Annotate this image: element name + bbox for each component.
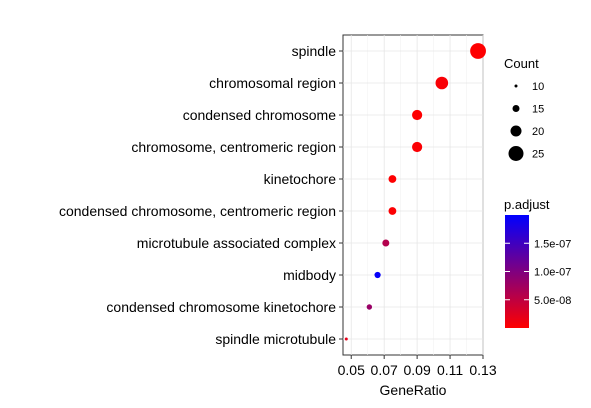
data-points	[344, 43, 486, 341]
y-tick-label: chromosome, centromeric region	[131, 139, 336, 155]
data-point	[382, 239, 390, 247]
x-tick-label: 0.09	[403, 362, 430, 378]
size-legend: Count 10 15 20 25	[504, 56, 544, 161]
y-tick-label: microtubule associated complex	[137, 235, 336, 251]
x-tick-label: 0.05	[338, 362, 365, 378]
x-tick-label: 0.11	[437, 362, 463, 378]
size-legend-key	[510, 125, 522, 137]
data-point	[374, 271, 381, 279]
size-legend-label: 15	[532, 104, 544, 116]
y-tick-label: condensed chromosome	[183, 107, 337, 123]
data-point	[412, 109, 423, 121]
color-legend-label: 1.0e-07	[534, 267, 571, 279]
data-point	[344, 337, 348, 341]
y-axis: spindle chromosomal region condensed chrom…	[59, 43, 343, 347]
y-tick-label: midbody	[283, 267, 336, 283]
size-legend-label: 20	[532, 126, 544, 138]
data-point	[366, 304, 373, 310]
y-tick-label: kinetochore	[264, 171, 337, 187]
color-legend-label: 1.5e-07	[534, 238, 571, 250]
y-tick-label: spindle	[292, 43, 337, 59]
data-point	[470, 43, 486, 59]
data-point	[388, 175, 397, 183]
data-point	[412, 141, 423, 153]
data-point	[388, 207, 397, 215]
size-legend-label: 10	[532, 81, 544, 93]
size-legend-key	[512, 105, 520, 112]
size-legend-key	[508, 146, 524, 161]
color-legend-label: 5.0e-08	[534, 295, 571, 307]
data-point	[435, 76, 449, 90]
size-legend-key	[514, 84, 518, 88]
size-legend-title: Count	[504, 56, 539, 71]
x-tick-label: 0.07	[371, 362, 398, 378]
color-legend-title: p.adjust	[504, 197, 550, 212]
y-tick-label: spindle microtubule	[215, 331, 336, 347]
y-tick-label: chromosomal region	[209, 75, 336, 91]
x-tick-label: 0.13	[469, 362, 496, 378]
color-legend: p.adjust 5.0e-08 1.0e-07 1.5e-07	[504, 197, 571, 328]
size-legend-label: 25	[532, 149, 544, 161]
plot-panel	[342, 34, 484, 356]
y-tick-label: condensed chromosome kinetochore	[106, 299, 336, 315]
grid-lines	[343, 35, 484, 355]
x-axis: 0.05 0.07 0.09 0.11 0.13	[338, 355, 497, 378]
y-tick-label: condensed chromosome, centromeric region	[59, 203, 336, 219]
x-axis-title: GeneRatio	[380, 382, 447, 398]
